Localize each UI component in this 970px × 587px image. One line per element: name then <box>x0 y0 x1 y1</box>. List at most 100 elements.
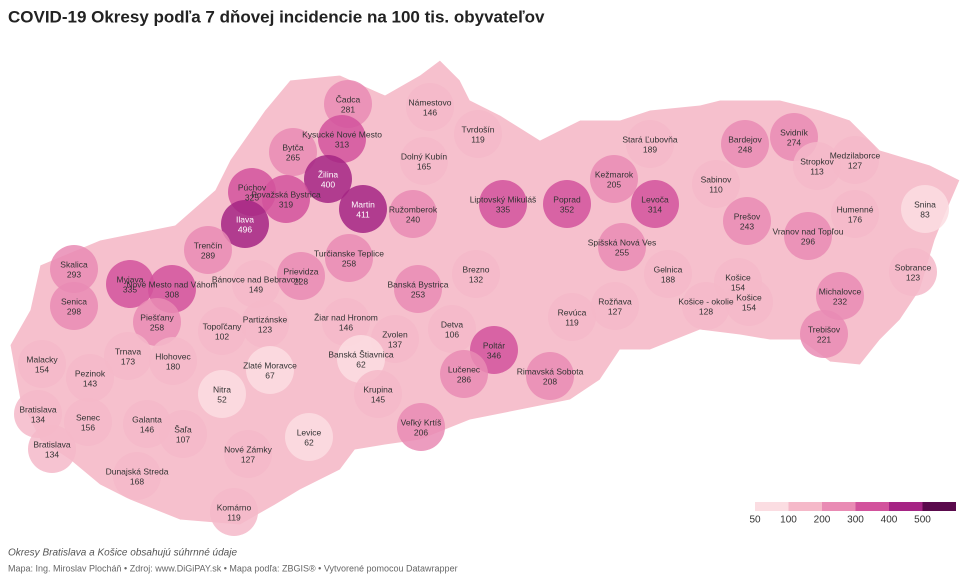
district-value: 119 <box>565 317 579 327</box>
district-value: 313 <box>335 139 349 149</box>
legend-tick-label: 300 <box>847 515 864 526</box>
district-value: 274 <box>787 137 801 147</box>
district-value: 258 <box>150 322 164 332</box>
district-value: 119 <box>227 512 241 522</box>
district-name: Turčianske Teplice <box>314 248 384 258</box>
district <box>682 282 730 330</box>
district <box>285 413 333 461</box>
district-value: 127 <box>608 306 622 316</box>
map-title: COVID-19 Okresy podľa 7 dňovej incidenci… <box>8 7 545 26</box>
legend-swatch <box>822 502 856 511</box>
district-value: 145 <box>371 394 385 404</box>
district-name: Humenné <box>837 204 874 214</box>
district-value: 258 <box>342 258 356 268</box>
district <box>692 160 740 208</box>
district-name: Kežmarok <box>595 169 634 179</box>
source: Mapa: Ing. Miroslav Plocháň • Zdroj: www… <box>8 563 458 573</box>
district-name: Martin <box>351 199 375 209</box>
district <box>598 223 646 271</box>
district <box>800 310 848 358</box>
district-name: Stropkov <box>800 156 834 166</box>
district <box>50 282 98 330</box>
district-value: 208 <box>543 376 557 386</box>
district-value: 400 <box>321 179 335 189</box>
district-name: Liptovský Mikuláš <box>470 194 537 204</box>
district-name: Dunajská Streda <box>106 466 169 476</box>
district <box>479 180 527 228</box>
district-value: 168 <box>130 476 144 486</box>
district-value: 102 <box>215 331 229 341</box>
district <box>221 200 269 248</box>
district-value: 62 <box>304 437 314 447</box>
district-value: 106 <box>445 329 459 339</box>
district <box>210 488 258 536</box>
district-name: Ilava <box>236 214 254 224</box>
district-name: Bratislava <box>19 404 57 414</box>
district-name: Brezno <box>463 264 490 274</box>
district-name: Šaľa <box>174 424 192 434</box>
district-name: Zvolen <box>382 329 408 339</box>
district-value: 248 <box>738 144 752 154</box>
district <box>816 272 864 320</box>
district-value: 188 <box>661 274 675 284</box>
district <box>428 305 476 353</box>
district <box>224 430 272 478</box>
district-name: Gelnica <box>654 264 683 274</box>
district-value: 346 <box>487 350 501 360</box>
legend-swatch <box>889 502 923 511</box>
district <box>304 155 352 203</box>
district-name: Piešťany <box>140 312 174 322</box>
district-name: Poltár <box>483 340 505 350</box>
district-name: Medzilaborce <box>830 150 881 160</box>
district-name: Malacky <box>26 354 58 364</box>
district-name: Bytča <box>282 142 304 152</box>
district <box>626 120 674 168</box>
district <box>262 175 310 223</box>
district-value: 335 <box>496 204 510 214</box>
district <box>106 260 154 308</box>
district-value: 281 <box>341 104 355 114</box>
district <box>354 370 402 418</box>
district-value: 189 <box>643 144 657 154</box>
district-name: Detva <box>441 319 463 329</box>
district-name: Nové Mesto nad Váhom <box>126 279 217 289</box>
district <box>241 300 289 348</box>
district-value: 206 <box>414 427 428 437</box>
district-value: 352 <box>560 204 574 214</box>
district-name: Banská Bystrica <box>388 279 449 289</box>
district-name: Skalica <box>60 259 88 269</box>
district-name: Levoča <box>641 194 669 204</box>
district-name: Prievidza <box>284 266 319 276</box>
district-name: Hlohovec <box>155 351 191 361</box>
district <box>723 197 771 245</box>
district-value: 137 <box>388 339 402 349</box>
district-value: 149 <box>249 284 263 294</box>
district <box>64 398 112 446</box>
district-value: 296 <box>801 236 815 246</box>
district <box>133 298 181 346</box>
district <box>104 332 152 380</box>
district-name: Žilina <box>318 169 339 179</box>
district <box>452 250 500 298</box>
district-value: 62 <box>356 359 366 369</box>
note: Okresy Bratislava a Košice obsahujú súhr… <box>8 548 237 559</box>
district-name: Žiar nad Hronom <box>314 312 378 322</box>
district-name: Komárno <box>217 502 252 512</box>
district-value: 154 <box>35 364 49 374</box>
district-value: 128 <box>699 306 713 316</box>
district-name: Považská Bystrica <box>251 189 321 199</box>
district-name: Vranov nad Topľou <box>772 226 843 236</box>
district-value: 255 <box>615 247 629 257</box>
district-value: 127 <box>848 160 862 170</box>
district-value: 308 <box>165 289 179 299</box>
district <box>526 352 574 400</box>
district-name: Sobrance <box>895 262 932 272</box>
district-value: 165 <box>417 161 431 171</box>
district-name: Krupina <box>363 384 393 394</box>
district-name: Snina <box>914 199 936 209</box>
district-value: 253 <box>411 289 425 299</box>
legend-tick-label: 500 <box>914 515 931 526</box>
district-name: Partizánske <box>243 314 288 324</box>
district <box>784 212 832 260</box>
